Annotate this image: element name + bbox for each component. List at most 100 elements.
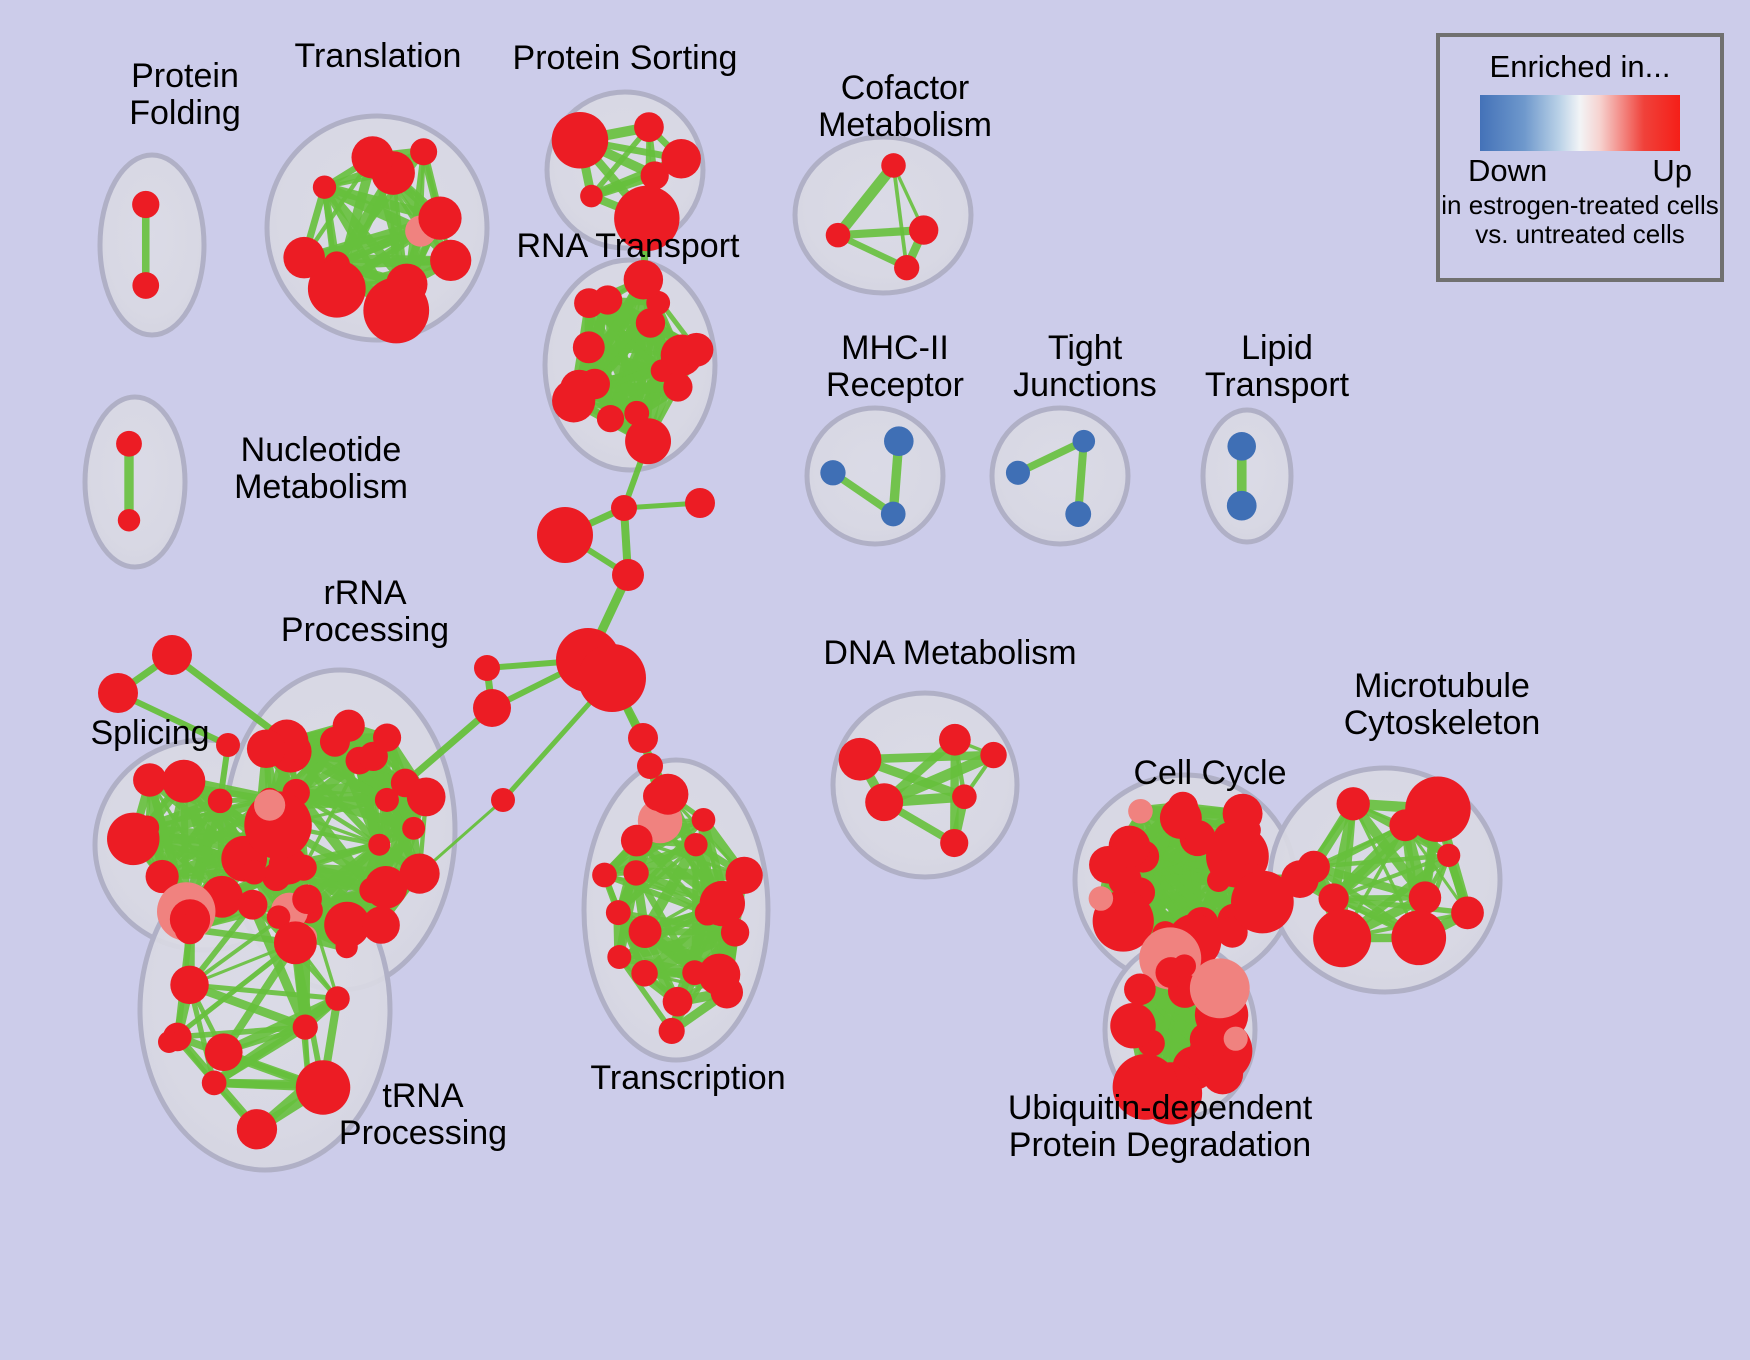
cluster-hull-nucleotide-metabolism: [82, 394, 188, 570]
network-node: [537, 507, 593, 563]
network-node: [572, 331, 605, 364]
network-node: [838, 737, 882, 781]
network-edge: [402, 705, 495, 786]
network-node: [216, 733, 240, 757]
network-node: [679, 332, 714, 367]
network-node: [592, 862, 617, 888]
network-node: [1231, 870, 1294, 934]
network-node: [643, 781, 673, 811]
network-node: [620, 824, 653, 857]
network-node: [1227, 432, 1256, 461]
network-edge: [615, 840, 641, 958]
network-node: [351, 136, 394, 179]
network-node: [720, 918, 750, 947]
network-node: [292, 884, 322, 914]
network-edge: [617, 909, 736, 936]
network-node: [473, 689, 511, 727]
network-node: [710, 976, 744, 1009]
network-node: [362, 906, 400, 944]
network-node: [402, 816, 426, 840]
network-node: [266, 905, 291, 929]
legend-high-label: Up: [1652, 153, 1692, 188]
network-edge: [220, 940, 299, 1055]
network-node: [685, 488, 715, 518]
network-node: [881, 153, 906, 178]
network-node: [1391, 910, 1447, 966]
network-node: [1437, 843, 1461, 867]
network-node: [372, 723, 402, 752]
legend-color-gradient-bar: [1480, 95, 1680, 151]
cluster-label-microtubule-cytoskeleton: Microtubule Cytoskeleton: [1343, 667, 1541, 742]
network-node: [324, 901, 371, 948]
network-node: [637, 753, 663, 779]
network-node: [940, 828, 969, 858]
network-node: [117, 509, 141, 532]
network-node: [684, 832, 708, 857]
cluster-hull-cofactor-metabolism: [792, 134, 974, 296]
network-node: [254, 789, 286, 821]
network-edge: [617, 955, 674, 1033]
network-node: [551, 111, 609, 169]
cluster-label-cofactor-metabolism: Cofactor Metabolism: [818, 69, 992, 144]
cluster-hull-protein-folding: [97, 152, 207, 338]
network-node: [580, 184, 603, 208]
legend-low-label: Down: [1468, 153, 1548, 188]
network-node: [133, 763, 167, 797]
network-node: [491, 788, 515, 812]
cluster-label-rrna-processing: rRNA Processing: [280, 574, 450, 649]
network-node: [1172, 954, 1197, 978]
network-edge: [167, 940, 297, 1044]
cluster-label-rna-transport: RNA Transport: [516, 227, 740, 265]
network-node: [880, 501, 906, 527]
network-node: [628, 723, 658, 753]
network-node: [820, 460, 846, 486]
network-node: [237, 889, 268, 920]
network-edge: [614, 910, 682, 1004]
network-node: [611, 495, 637, 521]
network-node: [884, 426, 914, 456]
network-node: [612, 559, 644, 591]
network-node: [661, 138, 701, 179]
network-node: [614, 185, 680, 252]
network-node: [236, 1109, 278, 1150]
network-node: [623, 259, 664, 300]
cluster-label-lipid-transport: Lipid Transport: [1204, 329, 1350, 404]
network-node: [1222, 793, 1263, 834]
network-node: [552, 379, 596, 423]
network-node: [952, 784, 977, 809]
network-node: [662, 986, 693, 1017]
legend-endpoint-labels: Down Up: [1468, 153, 1692, 189]
network-node: [335, 935, 358, 959]
network-node: [204, 1033, 243, 1072]
network-node: [1065, 501, 1092, 527]
network-node: [430, 239, 472, 282]
network-node: [374, 787, 399, 812]
cluster-label-nucleotide-metabolism: Nucleotide Metabolism: [234, 431, 408, 506]
legend-panel: Enriched in... Down Up in estrogen-treat…: [1436, 33, 1724, 282]
network-node: [364, 866, 408, 909]
cluster-label-trna-processing: tRNA Processing: [338, 1077, 508, 1152]
network-edge: [836, 232, 909, 271]
network-edge: [189, 982, 338, 1002]
network-node: [474, 655, 500, 681]
legend-caption-line2: vs. untreated cells: [1475, 219, 1685, 250]
network-node: [1336, 787, 1370, 821]
network-node: [1451, 896, 1484, 930]
network-nodes: [98, 111, 1484, 1150]
network-edge: [589, 125, 652, 198]
network-node: [207, 788, 233, 814]
network-node: [332, 709, 365, 742]
network-node: [1408, 881, 1442, 914]
cluster-label-ubiquitin-protein-degradation: Ubiquitin-dependent Protein Degradation: [1007, 1089, 1313, 1164]
network-node: [399, 853, 440, 894]
network-node: [1167, 791, 1198, 823]
network-node: [1088, 886, 1114, 911]
cluster-label-protein-sorting: Protein Sorting: [512, 39, 738, 77]
network-node: [635, 308, 666, 338]
network-node: [132, 272, 160, 299]
network-node: [658, 1017, 685, 1045]
network-node: [605, 900, 631, 926]
network-edge: [211, 994, 341, 1087]
network-node: [634, 112, 664, 143]
